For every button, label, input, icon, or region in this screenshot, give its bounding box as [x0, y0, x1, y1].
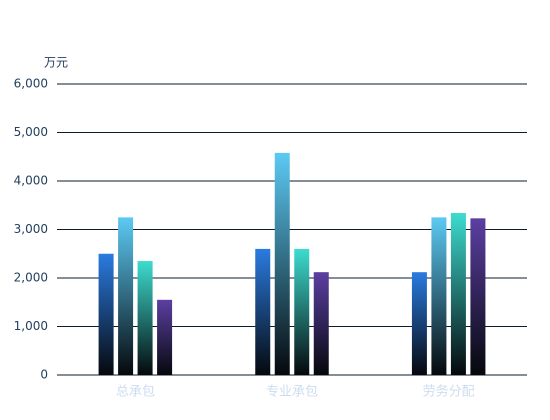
bar — [431, 217, 447, 375]
y-tick-label: 5,000 — [14, 125, 48, 139]
bar — [137, 261, 153, 375]
bar — [157, 299, 173, 375]
x-tick-label: 专业承包 — [266, 385, 318, 400]
bar — [274, 152, 290, 375]
bar — [294, 248, 310, 375]
y-tick-label: 1,000 — [14, 319, 48, 333]
bar — [118, 217, 134, 375]
y-tick-label: 6,000 — [14, 77, 48, 91]
y-tick-label: 0 — [40, 368, 48, 382]
bar — [470, 218, 486, 375]
bar — [313, 272, 329, 375]
bar — [255, 248, 271, 375]
bar — [98, 253, 114, 375]
x-tick-label: 劳务分配 — [423, 384, 475, 400]
bar — [450, 213, 466, 375]
x-tick-label: 总承包 — [116, 385, 155, 400]
y-tick-label: 4,000 — [14, 174, 48, 188]
bar — [411, 272, 427, 375]
y-tick-label: 2,000 — [14, 271, 48, 285]
y-tick-label: 3,000 — [14, 222, 48, 236]
y-unit: 万元 — [44, 56, 68, 70]
